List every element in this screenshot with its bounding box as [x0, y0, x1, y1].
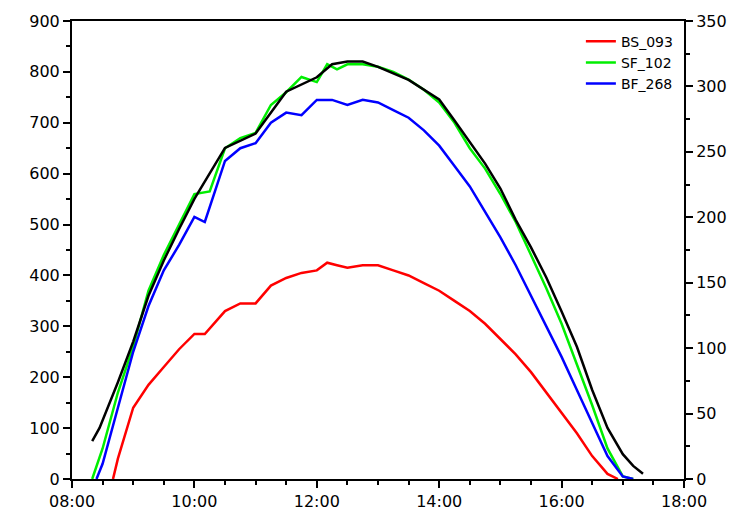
svg-text:500: 500 — [29, 215, 60, 234]
svg-text:300: 300 — [29, 317, 60, 336]
svg-text:100: 100 — [696, 339, 727, 358]
svg-text:100: 100 — [29, 419, 60, 438]
svg-text:14:00: 14:00 — [416, 492, 462, 511]
svg-text:250: 250 — [696, 142, 727, 161]
svg-text:350: 350 — [696, 12, 727, 31]
svg-text:0: 0 — [50, 470, 60, 489]
svg-text:16:00: 16:00 — [539, 492, 585, 511]
svg-text:0: 0 — [696, 470, 706, 489]
svg-text:600: 600 — [29, 164, 60, 183]
svg-text:12:00: 12:00 — [294, 492, 340, 511]
svg-text:200: 200 — [696, 208, 727, 227]
svg-text:08:00: 08:00 — [49, 492, 95, 511]
svg-text:700: 700 — [29, 113, 60, 132]
svg-text:BS_093: BS_093 — [621, 34, 673, 50]
svg-text:400: 400 — [29, 266, 60, 285]
svg-text:800: 800 — [29, 62, 60, 81]
svg-text:10:00: 10:00 — [171, 492, 217, 511]
svg-text:50: 50 — [696, 404, 716, 423]
svg-text:150: 150 — [696, 273, 727, 292]
svg-text:200: 200 — [29, 368, 60, 387]
svg-text:SF_102: SF_102 — [621, 55, 672, 71]
svg-text:18:00: 18:00 — [661, 492, 707, 511]
svg-text:BF_268: BF_268 — [621, 76, 672, 92]
svg-text:300: 300 — [696, 77, 727, 96]
svg-text:900: 900 — [29, 12, 60, 31]
